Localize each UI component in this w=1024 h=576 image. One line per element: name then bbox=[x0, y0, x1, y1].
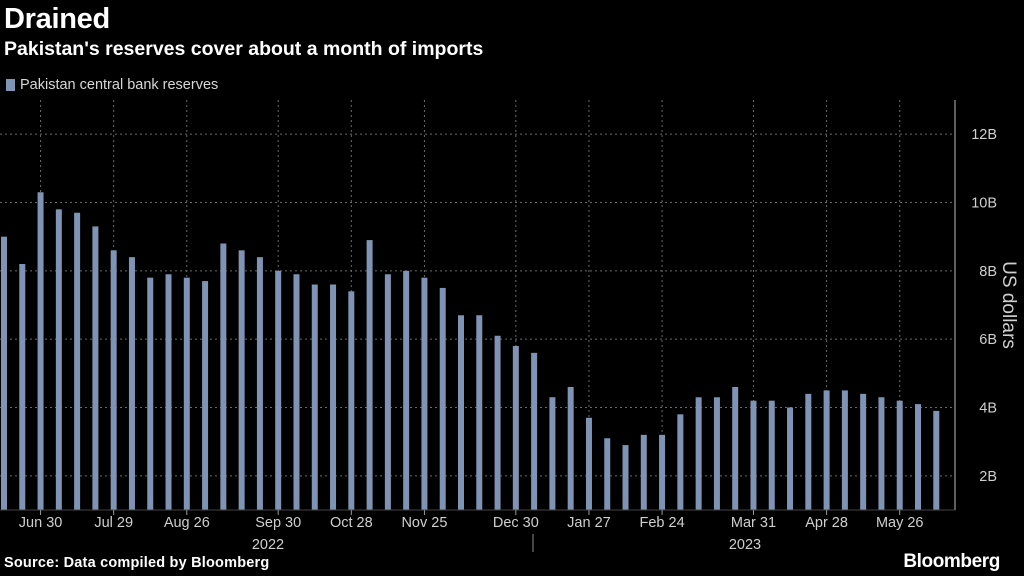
bar bbox=[421, 277, 428, 510]
x-tick-label: Jul 29 bbox=[94, 515, 133, 531]
bar bbox=[238, 250, 245, 511]
bar bbox=[403, 270, 410, 510]
bar bbox=[384, 274, 391, 510]
bar bbox=[293, 274, 300, 510]
x-tick-label: Jan 27 bbox=[567, 515, 611, 531]
x-tick-label: Dec 30 bbox=[493, 515, 539, 531]
bar bbox=[165, 274, 172, 510]
bar bbox=[933, 410, 940, 510]
chart-title: Drained bbox=[4, 3, 110, 35]
bar bbox=[311, 284, 318, 510]
bar bbox=[55, 209, 62, 511]
legend-label: Pakistan central bank reserves bbox=[20, 77, 219, 93]
bar bbox=[439, 287, 446, 510]
bar bbox=[348, 291, 355, 510]
bar bbox=[878, 397, 885, 510]
bar bbox=[549, 397, 556, 510]
bar bbox=[1, 236, 7, 510]
bar bbox=[494, 335, 501, 510]
bar bbox=[823, 390, 830, 510]
bar bbox=[860, 393, 867, 510]
bar bbox=[183, 277, 190, 510]
y-tick-label: 12B bbox=[971, 127, 997, 143]
x-tick-label: Mar 31 bbox=[731, 515, 776, 531]
bar bbox=[604, 438, 611, 510]
bar bbox=[732, 387, 739, 510]
y-tick-label: 6B bbox=[979, 332, 997, 348]
bar bbox=[458, 315, 464, 510]
bar bbox=[476, 315, 483, 510]
bar bbox=[366, 240, 373, 511]
x-tick-label: Sep 30 bbox=[255, 515, 301, 531]
bar bbox=[787, 407, 794, 510]
bar bbox=[147, 277, 154, 510]
bar bbox=[74, 212, 81, 510]
bar bbox=[622, 445, 629, 510]
bar bbox=[256, 257, 263, 510]
x-tick-label: Feb 24 bbox=[640, 515, 685, 531]
x-tick-label: Aug 26 bbox=[164, 515, 210, 531]
bar bbox=[220, 243, 227, 510]
y-tick-label: 2B bbox=[979, 469, 997, 485]
legend-swatch bbox=[6, 79, 15, 91]
year-label: 2023 bbox=[729, 537, 761, 553]
bar bbox=[512, 346, 519, 510]
bar bbox=[640, 434, 647, 510]
x-tick-label: Nov 25 bbox=[401, 515, 447, 531]
source-note: Source: Data compiled by Bloomberg bbox=[4, 555, 270, 571]
x-tick-label: Oct 28 bbox=[330, 515, 373, 531]
bar bbox=[768, 400, 775, 510]
bar bbox=[750, 400, 757, 510]
bar bbox=[659, 434, 666, 510]
bar bbox=[92, 226, 99, 510]
x-tick-label: Jun 30 bbox=[19, 515, 63, 531]
bar bbox=[841, 390, 848, 510]
bar bbox=[585, 417, 592, 510]
y-tick-label: 4B bbox=[979, 401, 997, 417]
bar bbox=[567, 387, 574, 510]
bar bbox=[37, 192, 44, 510]
y-tick-label: 10B bbox=[971, 196, 997, 212]
x-tick-label: May 26 bbox=[876, 515, 924, 531]
y-axis-title: US dollars bbox=[998, 261, 1019, 349]
year-label: 2022 bbox=[252, 537, 284, 553]
bar bbox=[677, 414, 684, 510]
bar bbox=[695, 397, 702, 510]
bar bbox=[531, 352, 538, 510]
bar bbox=[805, 393, 812, 510]
bar bbox=[915, 404, 921, 510]
y-tick-label: 8B bbox=[979, 264, 997, 280]
bloomberg-logo: Bloomberg bbox=[903, 551, 1000, 572]
legend: Pakistan central bank reserves bbox=[6, 77, 218, 93]
bar bbox=[330, 284, 337, 510]
bar bbox=[275, 270, 282, 510]
bar bbox=[128, 257, 135, 510]
bar bbox=[896, 400, 903, 510]
x-tick-label: Apr 28 bbox=[805, 515, 848, 531]
bar bbox=[713, 397, 720, 510]
bar bbox=[110, 250, 117, 511]
chart-subtitle: Pakistan's reserves cover about a month … bbox=[4, 38, 484, 60]
bar bbox=[202, 281, 209, 510]
bar bbox=[19, 264, 26, 510]
